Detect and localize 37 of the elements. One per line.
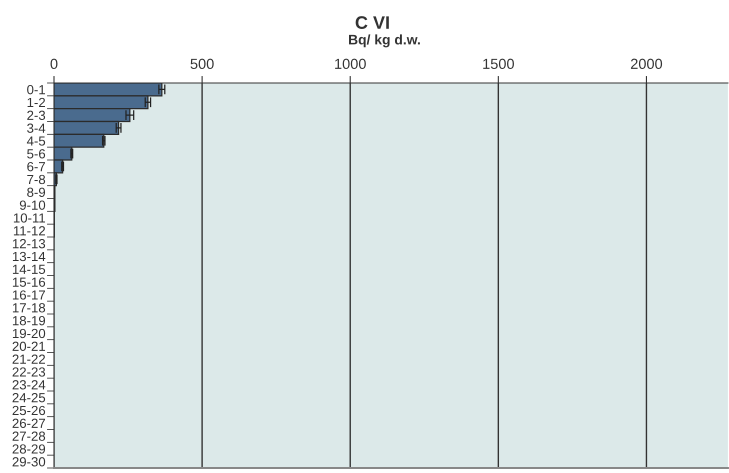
y-tick-label: 10-11 <box>14 213 46 223</box>
chart-title: C VI <box>356 16 389 29</box>
y-tick-label: 4-5 <box>26 136 46 146</box>
y-tick-label: 27-28 <box>12 431 46 441</box>
y-tick-label: 28-29 <box>12 444 46 454</box>
x-tick-label: 2000 <box>630 58 662 70</box>
x-tick-label: 0 <box>50 58 58 70</box>
y-tick-label: 6-7 <box>27 162 46 172</box>
x-tick-label: 1500 <box>483 58 514 70</box>
x-tick-label: 500 <box>190 58 214 70</box>
y-tick-label: 17-18 <box>12 303 46 312</box>
y-tick-label: 13-14 <box>12 252 46 262</box>
y-tick-label: 18-19 <box>12 316 46 326</box>
y-tick-label: 11-12 <box>14 226 46 236</box>
y-tick-label: 16-17 <box>12 290 46 300</box>
x-axis-title: Bq/ kg d.w. <box>349 34 420 48</box>
y-tick-label: 5-6 <box>27 149 46 158</box>
y-tick-label: 19-20 <box>12 328 46 338</box>
y-tick-label: 25-26 <box>12 406 46 416</box>
y-tick-label: 0-1 <box>27 84 46 94</box>
y-tick-label: 7-8 <box>27 174 46 184</box>
y-tick-label: 2-3 <box>27 110 46 120</box>
y-tick-label: 15-16 <box>12 277 46 287</box>
y-tick-label: 21-22 <box>12 354 46 364</box>
y-tick-label: 22-23 <box>12 367 46 377</box>
y-tick-label: 3-4 <box>27 123 46 133</box>
y-tick-label: 9-10 <box>20 200 46 210</box>
y-tick-label: 20-21 <box>12 342 46 351</box>
y-tick-label: 8-9 <box>27 188 46 197</box>
y-tick-label: 26-27 <box>12 418 46 428</box>
y-tick-label: 1-2 <box>28 98 46 108</box>
y-tick-label: 12-13 <box>12 238 46 248</box>
y-tick-label: 24-25 <box>12 392 46 402</box>
y-tick-label: 14-15 <box>12 264 46 274</box>
x-tick-label: 1000 <box>335 58 366 70</box>
y-tick-label: 23-24 <box>12 380 46 390</box>
y-tick-label: 29-30 <box>12 457 46 466</box>
